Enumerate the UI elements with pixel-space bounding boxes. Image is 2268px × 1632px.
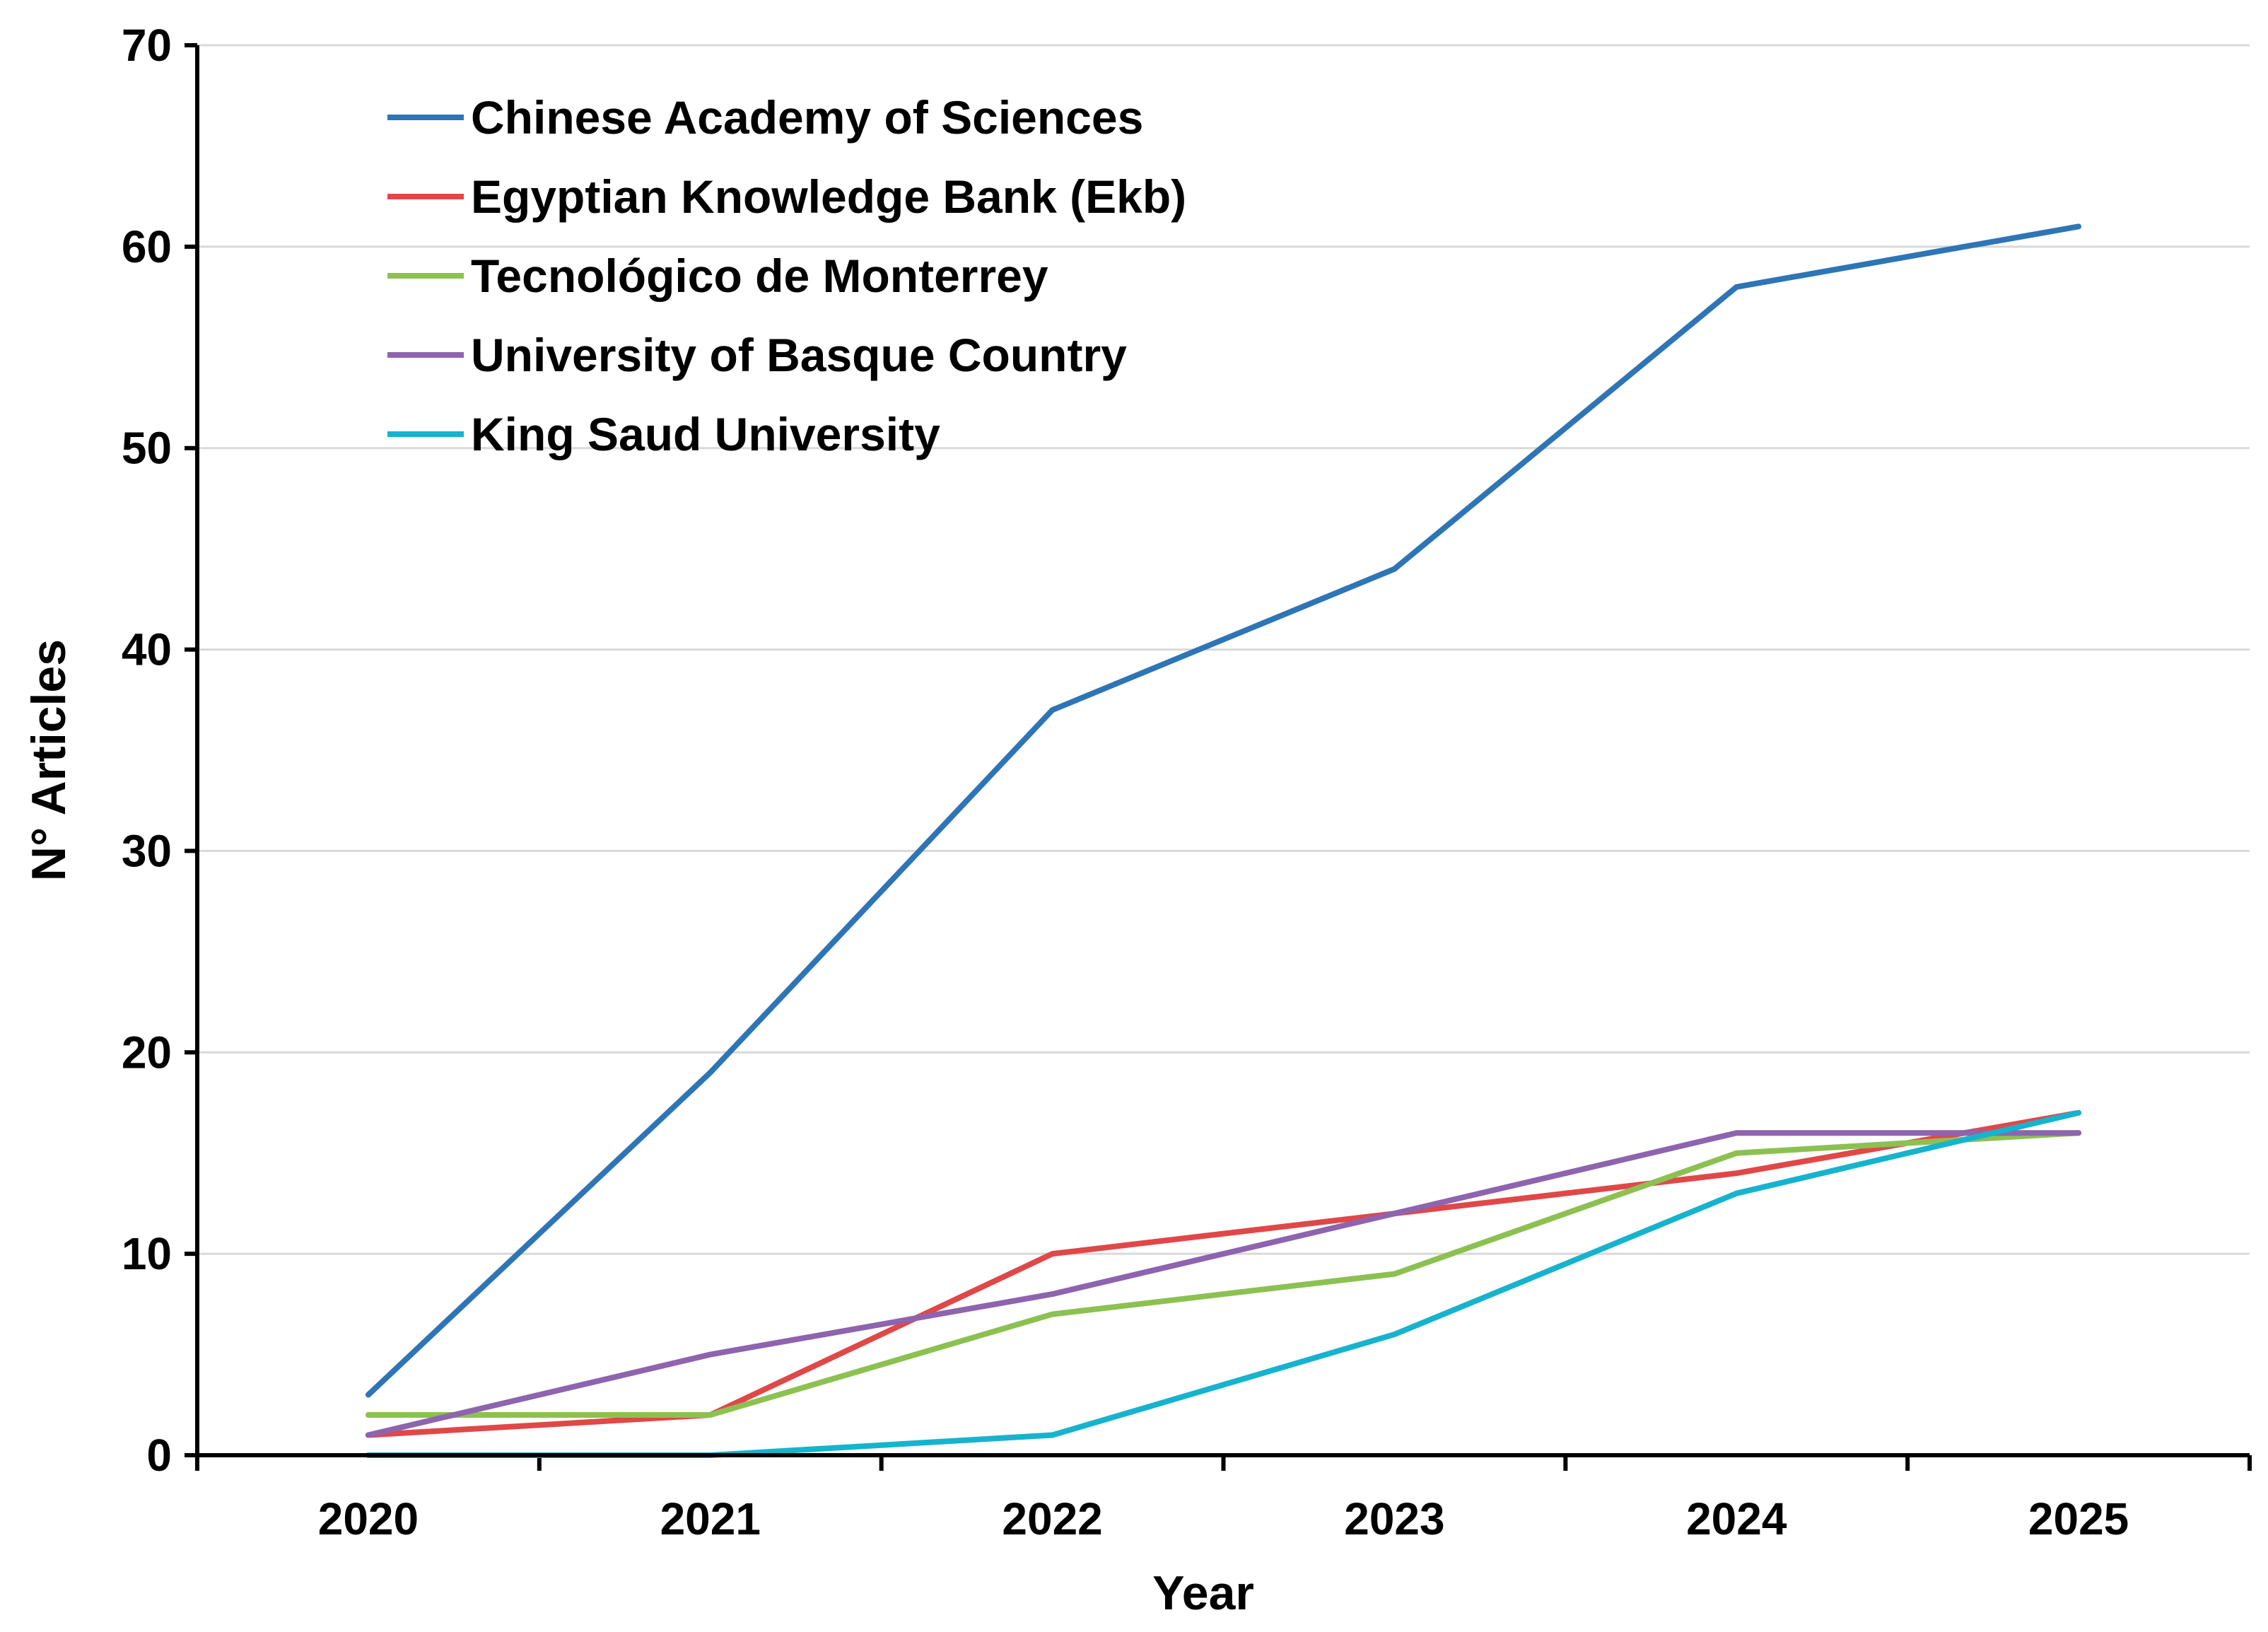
x-axis-title: Year bbox=[1152, 1566, 1254, 1620]
legend-label-0: Chinese Academy of Sciences bbox=[471, 91, 1143, 144]
x-tick-label-2024: 2024 bbox=[1686, 1493, 1787, 1544]
y-axis-title: N° Articles bbox=[22, 639, 76, 881]
series-line-3 bbox=[365, 1130, 2082, 1438]
y-tick-label: 20 bbox=[122, 1027, 172, 1078]
series-line-1 bbox=[365, 1109, 2082, 1438]
x-tick-labels: 2020 2021 2022 2023 2024 2025 bbox=[318, 1493, 2129, 1544]
y-tick-label: 60 bbox=[122, 221, 172, 272]
x-tick-label-2023: 2023 bbox=[1344, 1493, 1444, 1544]
y-tick-label: 0 bbox=[146, 1430, 172, 1481]
gridlines bbox=[185, 43, 2252, 1471]
y-tick-label: 30 bbox=[122, 825, 172, 876]
x-tick-label-2025: 2025 bbox=[2028, 1493, 2129, 1544]
x-tick-label-2022: 2022 bbox=[1002, 1493, 1102, 1544]
axes bbox=[195, 45, 2250, 1457]
y-tick-labels: 0 10 20 30 40 50 60 70 bbox=[122, 20, 172, 1481]
legend-label-4: King Saud University bbox=[471, 408, 940, 460]
y-tick-label: 50 bbox=[122, 423, 172, 474]
y-tick-label: 70 bbox=[122, 20, 172, 71]
legend-label-2: Tecnológico de Monterrey bbox=[471, 250, 1048, 302]
series-line-0 bbox=[365, 223, 2082, 1398]
series-line-4 bbox=[365, 1109, 2082, 1458]
x-tick-label-2020: 2020 bbox=[318, 1493, 419, 1544]
series-line-2 bbox=[365, 1130, 2082, 1418]
legend-label-3: University of Basque Country bbox=[471, 329, 1127, 381]
legend-label-1: Egyptian Knowledge Bank (Ekb) bbox=[471, 170, 1186, 223]
y-tick-label: 10 bbox=[122, 1228, 172, 1279]
y-tick-label: 40 bbox=[122, 624, 172, 675]
x-tick-label-2021: 2021 bbox=[660, 1493, 761, 1544]
legend: Chinese Academy of Sciences Egyptian Know… bbox=[387, 91, 1186, 460]
